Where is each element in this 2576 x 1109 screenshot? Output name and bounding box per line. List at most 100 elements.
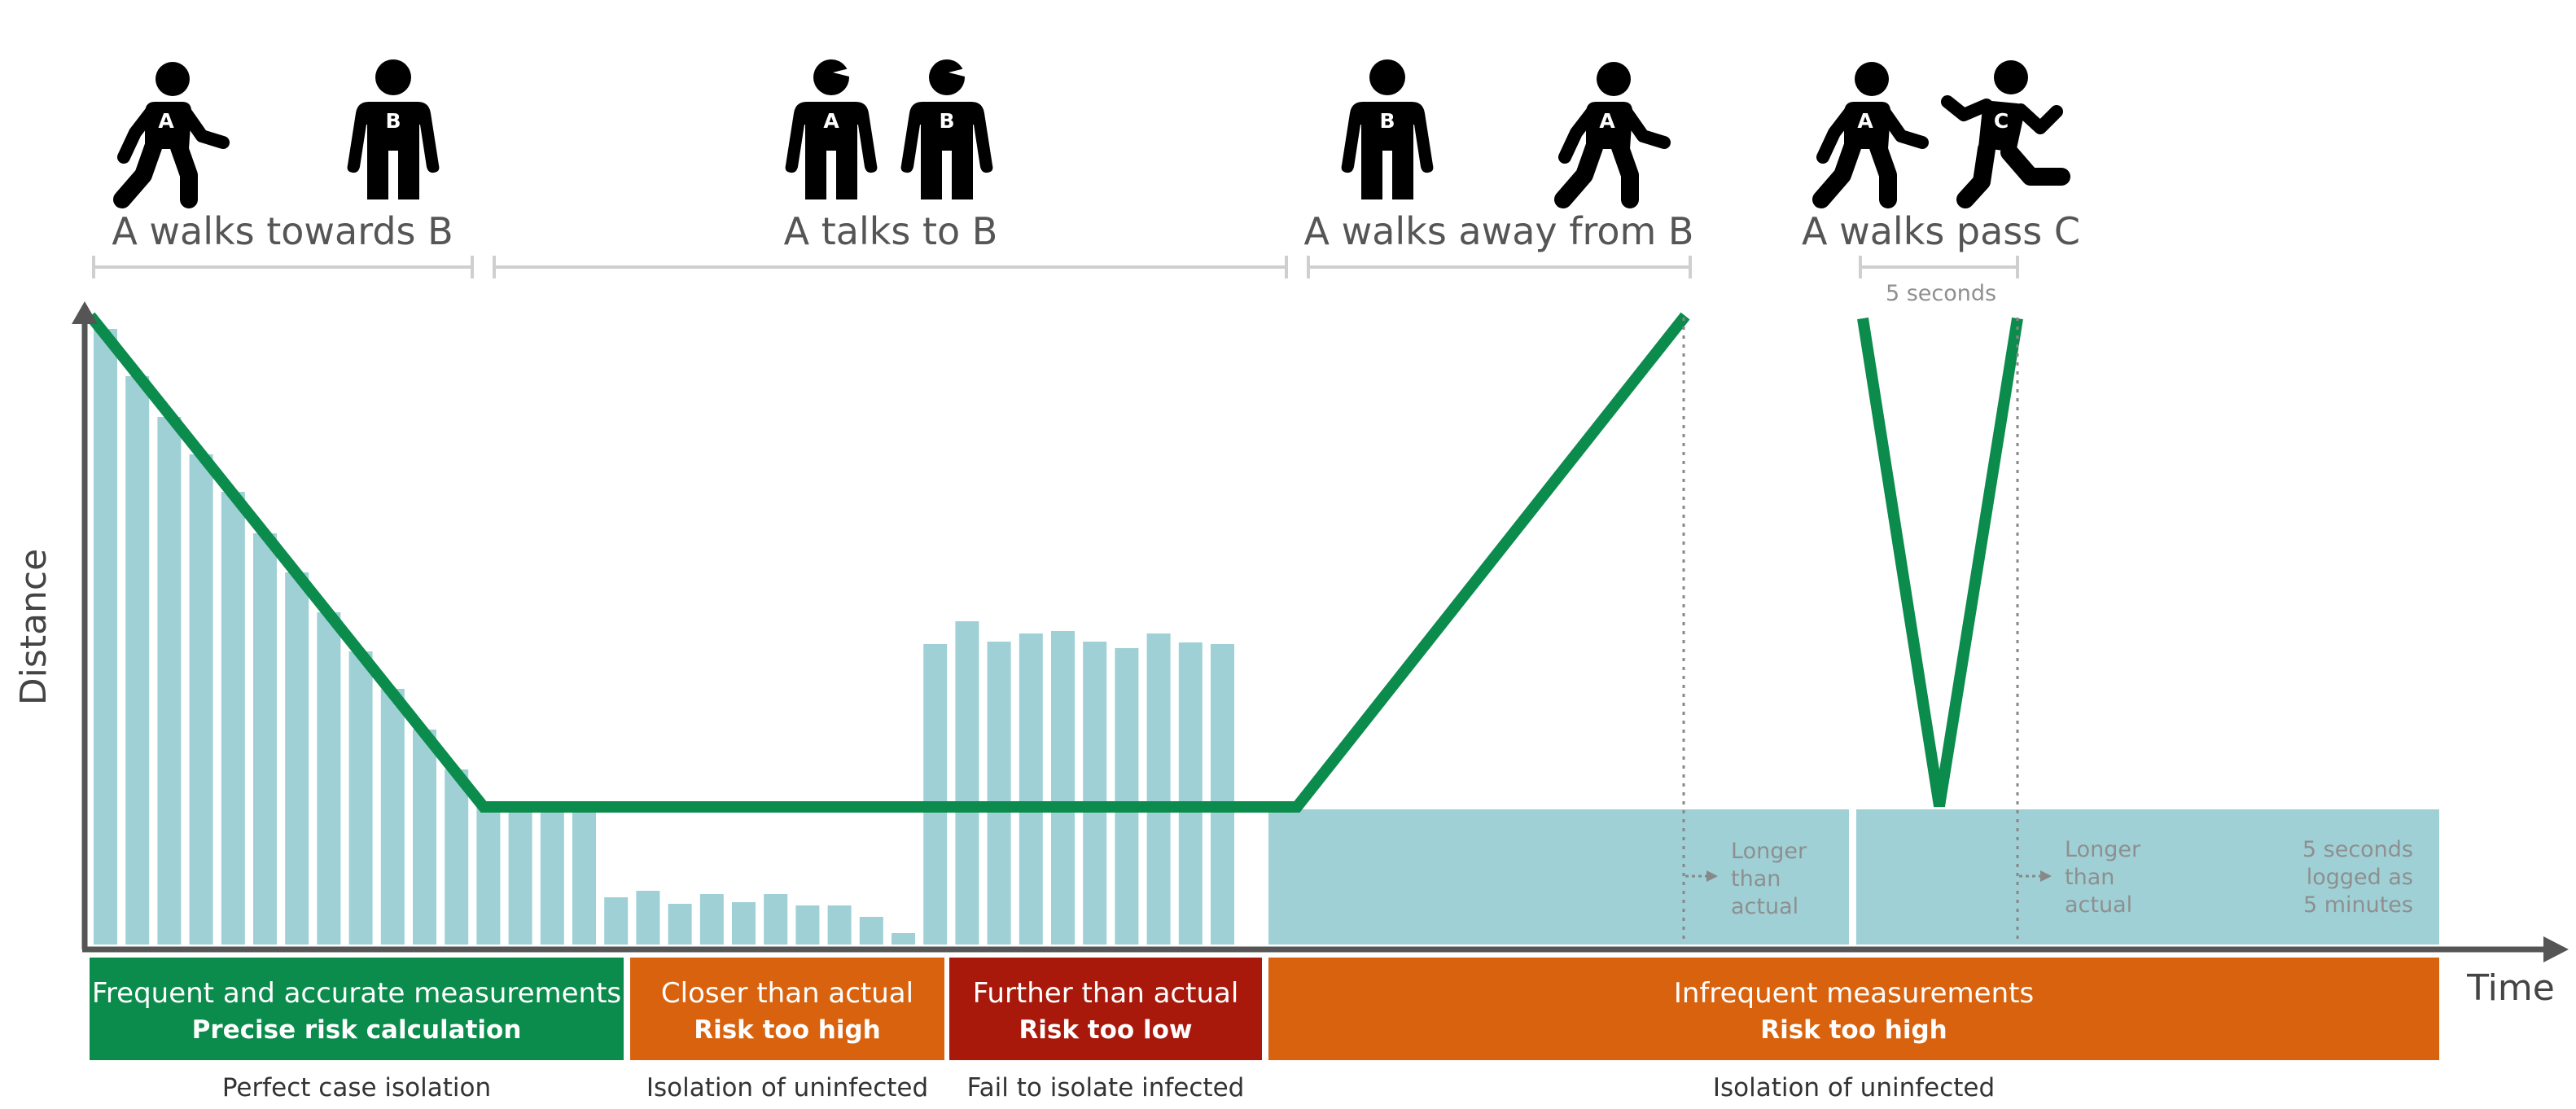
measured-distance-bar: [380, 689, 405, 945]
svg-text:B: B: [1379, 109, 1395, 133]
svg-text:Risk too high: Risk too high: [1760, 1015, 1947, 1045]
svg-text:C: C: [1994, 109, 2009, 133]
running-person-icon: C: [1947, 60, 2061, 199]
phase-label-talk: A talks to B: [784, 209, 998, 253]
measured-distance-bar: [923, 644, 948, 945]
measured-distance-bar: [732, 902, 756, 945]
talking-person-icon: A: [785, 59, 878, 199]
band-background: [949, 958, 1262, 1060]
phase-label-walk-away: A walks away from B: [1304, 209, 1694, 253]
svg-text:Risk too high: Risk too high: [694, 1015, 881, 1045]
svg-text:A: A: [158, 109, 174, 133]
svg-text:5 minutes: 5 minutes: [2303, 892, 2413, 918]
outcome-fail-isolate: Fail to isolate infected: [967, 1073, 1245, 1102]
measured-distance-bar: [699, 894, 724, 945]
talking-person-icon: B: [900, 59, 993, 199]
walking-person-icon: A: [1563, 62, 1664, 199]
outcome-perfect-isolation: Perfect case isolation: [222, 1073, 491, 1102]
measured-distance-bar: [221, 492, 245, 945]
interval-label: 5 seconds: [1886, 281, 1996, 306]
svg-text:A: A: [823, 109, 839, 133]
band-closer-than-actual: Closer than actual Risk too high: [630, 958, 944, 1060]
measured-distance-bar: [1178, 642, 1203, 945]
standing-person-icon: B: [1341, 59, 1434, 199]
measured-distance-bar: [253, 533, 277, 945]
measured-distance-bar: [1211, 644, 1234, 945]
svg-text:Precise risk calculation: Precise risk calculation: [192, 1015, 522, 1045]
measured-distance-bar: [540, 807, 564, 945]
outcome-isolation-uninfected: Isolation of uninfected: [646, 1073, 928, 1102]
measured-distance-bar: [636, 891, 660, 945]
svg-text:Closer than actual: Closer than actual: [661, 977, 913, 1010]
svg-text:than: than: [2065, 865, 2114, 890]
measured-distance-bar: [348, 651, 373, 945]
measured-distance-bar: [795, 905, 820, 945]
svg-text:B: B: [939, 109, 954, 133]
svg-text:actual: actual: [1731, 894, 1798, 919]
svg-text:Longer: Longer: [2065, 837, 2141, 862]
measured-distance-bar: [317, 612, 341, 945]
logged-duration-note: 5 seconds logged as 5 minutes: [2302, 837, 2413, 918]
measured-distance-bar: [668, 904, 692, 945]
svg-text:Longer: Longer: [1731, 839, 1807, 864]
measured-distance-bar: [827, 905, 852, 945]
infrequent-measurement-block: [1856, 809, 2439, 945]
x-axis-label: Time: [2466, 967, 2555, 1009]
measured-distance-bar: [764, 894, 788, 945]
walking-person-icon: A: [122, 62, 223, 199]
actual-distance-line-1: [85, 312, 1690, 813]
svg-text:A: A: [1857, 109, 1873, 133]
svg-text:B: B: [385, 109, 401, 133]
measured-distance-bar: [892, 933, 915, 945]
svg-text:A: A: [1599, 109, 1615, 133]
band-infrequent-measurements: Infrequent measurements Risk too high: [1268, 958, 2439, 1060]
x-axis: [82, 936, 2569, 962]
band-frequent-measurements: Frequent and accurate measurements Preci…: [90, 958, 624, 1060]
measured-distance-bar: [955, 621, 979, 945]
standing-person-icon: B: [347, 59, 440, 199]
measured-distance-bar: [285, 572, 309, 945]
band-background: [90, 958, 624, 1060]
actual-distance-line-2: [1857, 317, 2023, 808]
phase-brackets: [92, 256, 2019, 278]
svg-text:Risk too low: Risk too low: [1019, 1015, 1192, 1045]
measured-distance-bar: [1019, 633, 1043, 945]
svg-text:5 seconds: 5 seconds: [2302, 837, 2413, 862]
measured-distance-bars: [94, 329, 2439, 945]
y-axis: [72, 301, 98, 949]
phase-label-walk-towards: A walks towards B: [112, 209, 453, 253]
band-further-than-actual: Further than actual Risk too low: [949, 958, 1262, 1060]
svg-text:Further than actual: Further than actual: [973, 977, 1239, 1010]
measured-distance-bar: [1115, 648, 1139, 945]
measured-distance-bar: [445, 769, 469, 945]
svg-text:Frequent and accurate measurem: Frequent and accurate measurements: [92, 977, 621, 1010]
svg-text:actual: actual: [2065, 892, 2132, 918]
measured-distance-bar: [94, 329, 117, 945]
svg-text:Infrequent measurements: Infrequent measurements: [1674, 977, 2034, 1010]
measured-distance-bar: [476, 805, 501, 945]
y-axis-label: Distance: [13, 549, 55, 705]
longer-than-actual-note-1: Longer than actual: [1685, 839, 1807, 919]
measured-distance-bar: [987, 642, 1011, 945]
measured-distance-bar: [508, 807, 532, 945]
longer-than-actual-note-2: Longer than actual: [2019, 837, 2141, 918]
svg-text:logged as: logged as: [2307, 865, 2413, 890]
band-background: [630, 958, 944, 1060]
outcome-isolation-uninfected: Isolation of uninfected: [1713, 1073, 1995, 1102]
walking-person-icon: A: [1821, 62, 1922, 199]
measured-distance-bar: [1083, 642, 1107, 945]
measured-distance-bar: [413, 730, 436, 945]
phase-label-walk-pass: A walks pass C: [1802, 209, 2080, 253]
measured-distance-bar: [1051, 631, 1075, 945]
infrequent-measurement-block: [1268, 809, 1849, 945]
measured-distance-bar: [157, 417, 182, 945]
band-background: [1268, 958, 2439, 1060]
measured-distance-bar: [189, 454, 213, 945]
svg-text:than: than: [1731, 866, 1781, 892]
measured-distance-bar: [859, 917, 883, 945]
measured-distance-bar: [1146, 633, 1171, 945]
measured-distance-bar: [125, 376, 150, 945]
measured-distance-bar: [604, 897, 629, 945]
measured-distance-bar: [572, 807, 596, 945]
